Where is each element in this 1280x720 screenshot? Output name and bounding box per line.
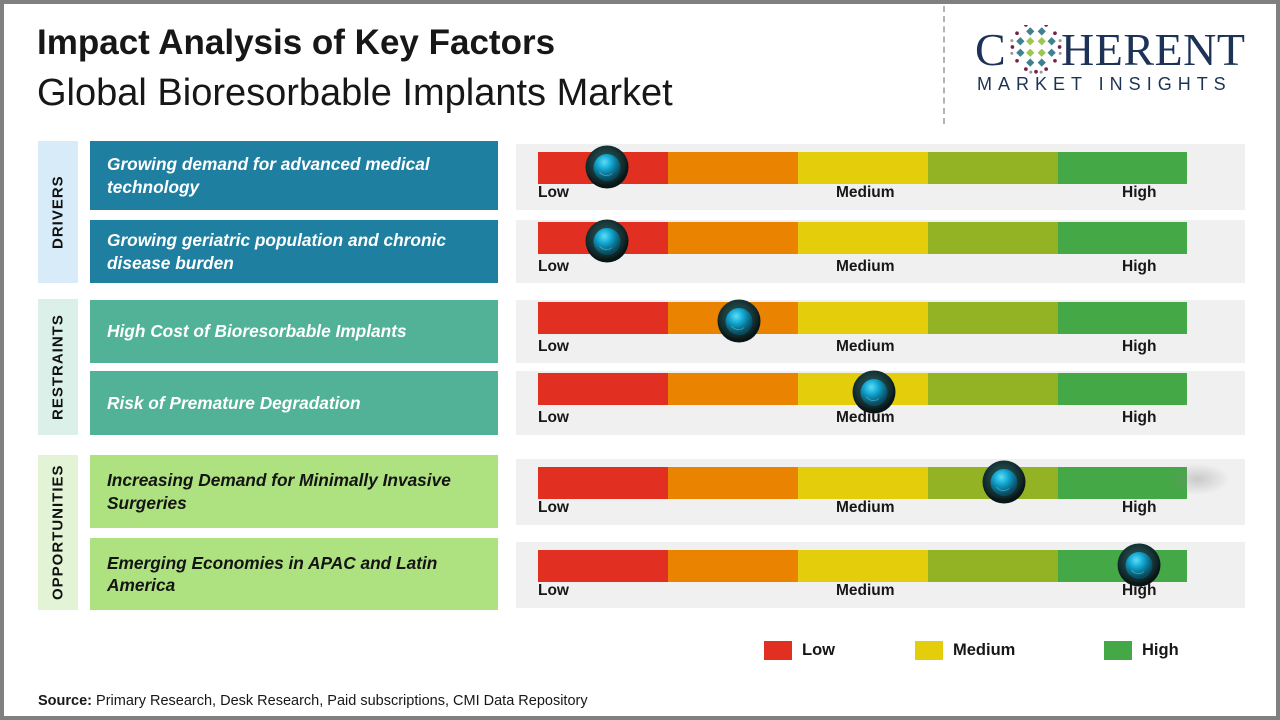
svg-text:MARKET INSIGHTS: MARKET INSIGHTS [977, 74, 1232, 94]
svg-text:C: C [975, 25, 1006, 75]
svg-text:HERENT: HERENT [1061, 25, 1245, 75]
